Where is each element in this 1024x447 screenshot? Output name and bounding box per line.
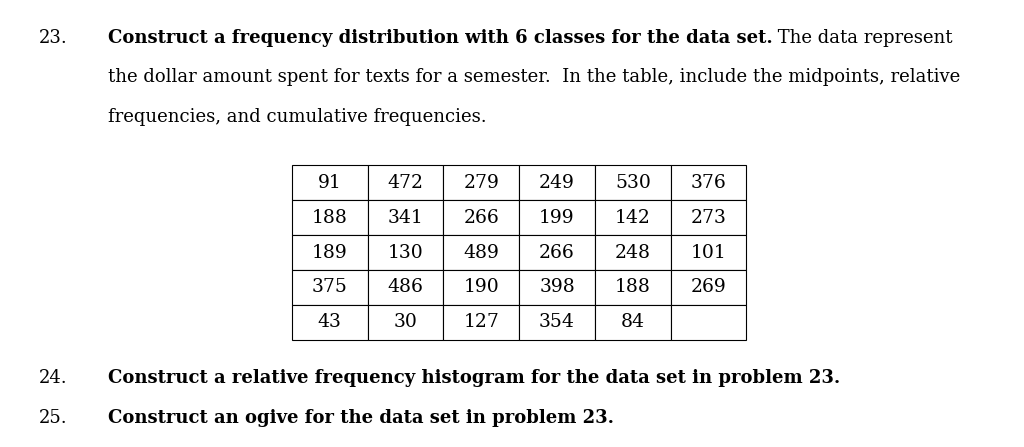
Text: 248: 248 xyxy=(614,244,651,261)
Text: 279: 279 xyxy=(463,174,500,192)
Bar xyxy=(443,270,519,305)
Bar xyxy=(443,165,519,200)
Bar xyxy=(595,165,671,200)
Text: 249: 249 xyxy=(539,174,575,192)
Text: 199: 199 xyxy=(540,209,574,227)
Text: 273: 273 xyxy=(690,209,727,227)
Text: 398: 398 xyxy=(540,278,574,296)
Bar xyxy=(595,200,671,235)
Text: 472: 472 xyxy=(387,174,424,192)
Text: 43: 43 xyxy=(317,313,342,331)
Text: the dollar amount spent for texts for a semester.  In the table, include the mid: the dollar amount spent for texts for a … xyxy=(108,68,959,86)
Bar xyxy=(292,270,368,305)
Bar xyxy=(368,235,443,270)
Text: Construct a frequency distribution with 6 classes for the data set.: Construct a frequency distribution with … xyxy=(108,29,772,47)
Bar xyxy=(671,305,746,340)
Bar xyxy=(671,165,746,200)
Text: 23.: 23. xyxy=(39,29,68,47)
Bar xyxy=(368,165,443,200)
Bar xyxy=(368,200,443,235)
Text: 269: 269 xyxy=(691,278,726,296)
Text: 189: 189 xyxy=(312,244,347,261)
Text: 127: 127 xyxy=(463,313,500,331)
Text: 486: 486 xyxy=(387,278,424,296)
Bar xyxy=(292,305,368,340)
Text: 489: 489 xyxy=(463,244,500,261)
Bar xyxy=(671,270,746,305)
Bar xyxy=(595,305,671,340)
Text: 341: 341 xyxy=(388,209,423,227)
Bar xyxy=(443,200,519,235)
Text: 376: 376 xyxy=(691,174,726,192)
Text: 24.: 24. xyxy=(39,369,68,387)
Text: 188: 188 xyxy=(614,278,651,296)
Text: Construct an ogive for the data set in problem 23.: Construct an ogive for the data set in p… xyxy=(108,409,613,427)
Bar xyxy=(671,235,746,270)
Bar xyxy=(595,270,671,305)
Text: 142: 142 xyxy=(614,209,651,227)
Text: 25.: 25. xyxy=(39,409,68,427)
Text: 130: 130 xyxy=(388,244,423,261)
Bar xyxy=(519,235,595,270)
Text: 84: 84 xyxy=(621,313,645,331)
Bar xyxy=(368,305,443,340)
Bar xyxy=(519,270,595,305)
Bar xyxy=(671,200,746,235)
Text: 266: 266 xyxy=(540,244,574,261)
Text: frequencies, and cumulative frequencies.: frequencies, and cumulative frequencies. xyxy=(108,108,486,126)
Bar xyxy=(292,165,368,200)
Bar xyxy=(519,305,595,340)
Bar xyxy=(292,200,368,235)
Text: 375: 375 xyxy=(311,278,348,296)
Text: Construct a relative frequency histogram for the data set in problem 23.: Construct a relative frequency histogram… xyxy=(108,369,840,387)
Text: 188: 188 xyxy=(311,209,348,227)
Text: 190: 190 xyxy=(464,278,499,296)
Text: 30: 30 xyxy=(393,313,418,331)
Bar xyxy=(595,235,671,270)
Text: 354: 354 xyxy=(539,313,575,331)
Bar xyxy=(519,200,595,235)
Bar xyxy=(443,305,519,340)
Text: The data represent: The data represent xyxy=(772,29,952,47)
Text: 91: 91 xyxy=(317,174,342,192)
Bar xyxy=(519,165,595,200)
Text: 266: 266 xyxy=(464,209,499,227)
Text: 101: 101 xyxy=(691,244,726,261)
Bar xyxy=(292,235,368,270)
Bar xyxy=(443,235,519,270)
Bar xyxy=(368,270,443,305)
Text: 530: 530 xyxy=(614,174,651,192)
